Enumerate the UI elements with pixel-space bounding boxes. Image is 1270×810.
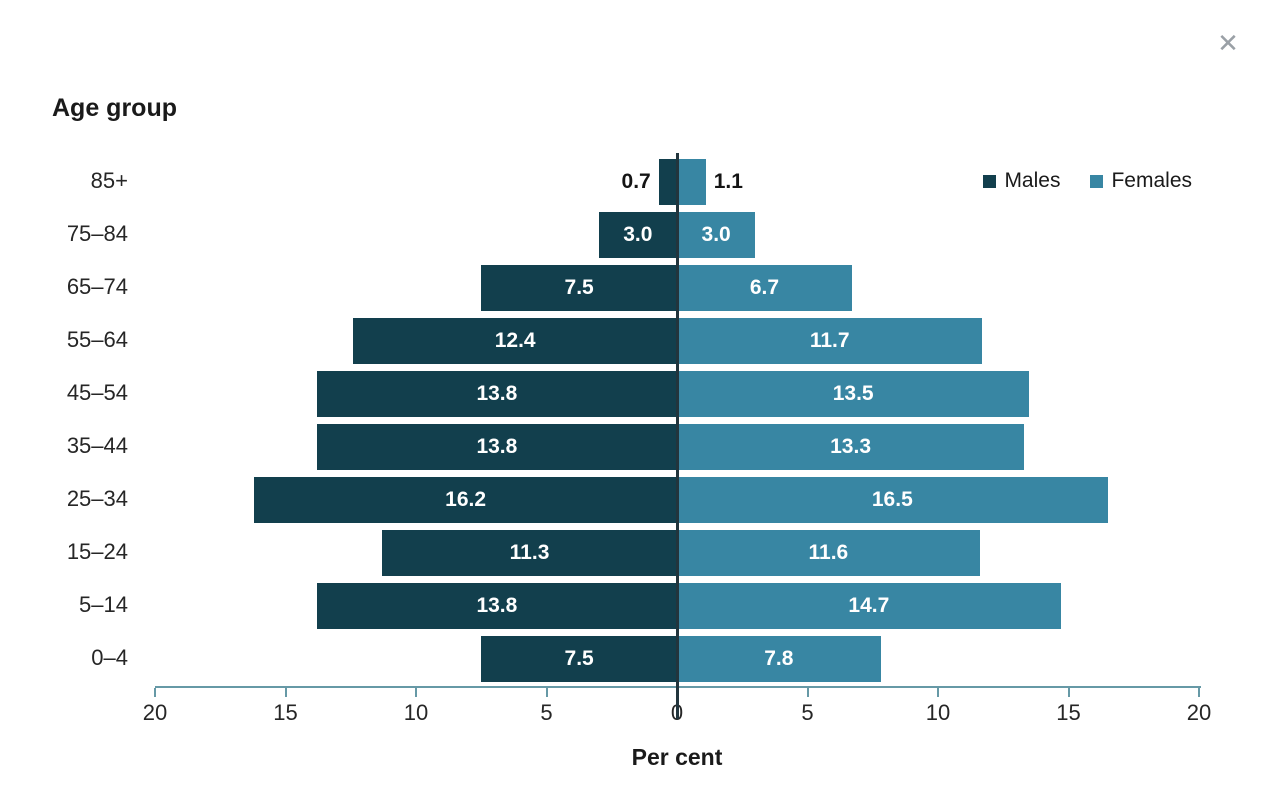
y-axis-label: 55–64 bbox=[66, 326, 128, 352]
bar-females-35–44 bbox=[677, 424, 1025, 470]
bar-males-65–74 bbox=[481, 264, 677, 311]
legend-label: Females bbox=[1111, 169, 1192, 192]
bar-value-label-males-45–54: 13.8 bbox=[476, 381, 518, 405]
bar-value-label-females-35–44: 13.3 bbox=[830, 435, 871, 458]
x-tick-label: 10 bbox=[403, 700, 429, 725]
bar-value-label-males-5–14: 13.8 bbox=[476, 594, 518, 618]
x-axis-tick bbox=[284, 688, 287, 697]
bar-value-label-males-65–74: 7.5 bbox=[564, 275, 594, 299]
bar-males-25–34 bbox=[254, 477, 677, 524]
bar-value-label-females-55–64: 11.7 bbox=[809, 328, 850, 352]
x-tick-label: 15 bbox=[273, 700, 298, 725]
bar-males-15–24 bbox=[382, 530, 677, 577]
bar-value-label-females-85+: 1.1 bbox=[713, 169, 743, 193]
bar-value-label-females-75–84: 3.0 bbox=[701, 222, 731, 246]
x-axis-tick bbox=[937, 688, 939, 697]
bar-females-65–74 bbox=[677, 264, 852, 311]
bar-females-75–84 bbox=[677, 211, 756, 258]
bar-males-5–14 bbox=[316, 583, 677, 630]
bar-value-label-males-75–84: 3.0 bbox=[623, 222, 653, 246]
bar-females-25–34 bbox=[677, 477, 1108, 524]
bar-females-55–64 bbox=[677, 317, 983, 364]
bar-females-0–4 bbox=[677, 636, 881, 683]
bar-females-45–54 bbox=[677, 370, 1030, 417]
bar-value-label-males-0–4: 7.5 bbox=[564, 647, 594, 671]
close-icon: ✕ bbox=[1217, 29, 1239, 59]
x-axis-tick bbox=[1067, 688, 1070, 697]
x-tick-label: 5 bbox=[801, 700, 814, 725]
y-axis-label: 25–34 bbox=[66, 486, 128, 512]
plot-area: 0.7 1.1 3.0 3.0 7.5 6.7 12.4 11.7 13.8 13.5 13.8 13… bbox=[155, 155, 1199, 686]
bar-value-label-females-45–54: 13.5 bbox=[832, 381, 874, 405]
x-tick-label: 5 bbox=[540, 700, 553, 725]
bar-value-label-females-5–14: 14.7 bbox=[848, 594, 890, 618]
bar-value-label-females-0–4: 7.8 bbox=[764, 647, 794, 671]
bar-males-35–44 bbox=[316, 424, 677, 470]
legend: Males Females bbox=[983, 169, 1192, 193]
bar-value-label-males-55–64: 12.4 bbox=[494, 328, 536, 352]
bar-females-85+ bbox=[677, 158, 706, 205]
y-axis-label: 65–74 bbox=[66, 273, 128, 299]
legend-swatch-males bbox=[983, 174, 997, 188]
x-tick-label: 15 bbox=[1056, 700, 1081, 725]
x-tick-label: 20 bbox=[142, 700, 168, 725]
x-axis-tick bbox=[415, 688, 417, 697]
x-tick-label: 20 bbox=[1186, 700, 1212, 725]
bar-value-label-females-65–74: 6.7 bbox=[749, 275, 780, 299]
bar-males-55–64 bbox=[353, 317, 677, 364]
bar-value-label-males-85+: 0.7 bbox=[621, 169, 651, 193]
bar-value-label-females-15–24: 11.6 bbox=[808, 541, 849, 565]
close-button[interactable]: ✕ bbox=[1206, 24, 1250, 64]
y-axis-label: 35–44 bbox=[66, 433, 128, 458]
x-tick-label: 10 bbox=[925, 700, 951, 725]
x-axis-title: Per cent bbox=[631, 744, 723, 770]
bar-value-label-males-15–24: 11.3 bbox=[509, 541, 550, 565]
bar-value-label-females-25–34: 16.5 bbox=[871, 488, 913, 512]
x-axis-tick bbox=[545, 688, 548, 697]
bar-males-0–4 bbox=[481, 636, 677, 683]
bar-females-5–14 bbox=[677, 583, 1061, 630]
bar-females-15–24 bbox=[677, 530, 980, 577]
bar-value-label-males-25–34: 16.2 bbox=[445, 488, 487, 512]
bar-value-label-males-35–44: 13.8 bbox=[476, 435, 518, 458]
legend-label: Males bbox=[1004, 169, 1061, 192]
bar-males-85+ bbox=[658, 158, 677, 205]
bar-males-75–84 bbox=[598, 211, 677, 258]
chart-title: Age group bbox=[52, 94, 177, 122]
y-axis-label: 75–84 bbox=[66, 220, 128, 246]
legend-item-males: Males bbox=[983, 169, 1060, 193]
y-axis-label: 15–24 bbox=[66, 539, 128, 565]
bar-males-45–54 bbox=[316, 370, 677, 417]
y-axis-label: 45–54 bbox=[66, 379, 128, 405]
y-axis-label: 0–4 bbox=[91, 645, 128, 671]
x-axis-tick bbox=[1198, 688, 1200, 697]
zero-axis-line bbox=[675, 153, 679, 719]
legend-item-females: Females bbox=[1090, 169, 1192, 193]
legend-swatch-females bbox=[1090, 174, 1104, 188]
y-axis-label: 5–14 bbox=[79, 592, 128, 618]
y-axis-label: 85+ bbox=[90, 167, 128, 193]
x-axis-tick bbox=[806, 688, 809, 697]
x-axis-tick bbox=[154, 688, 156, 697]
